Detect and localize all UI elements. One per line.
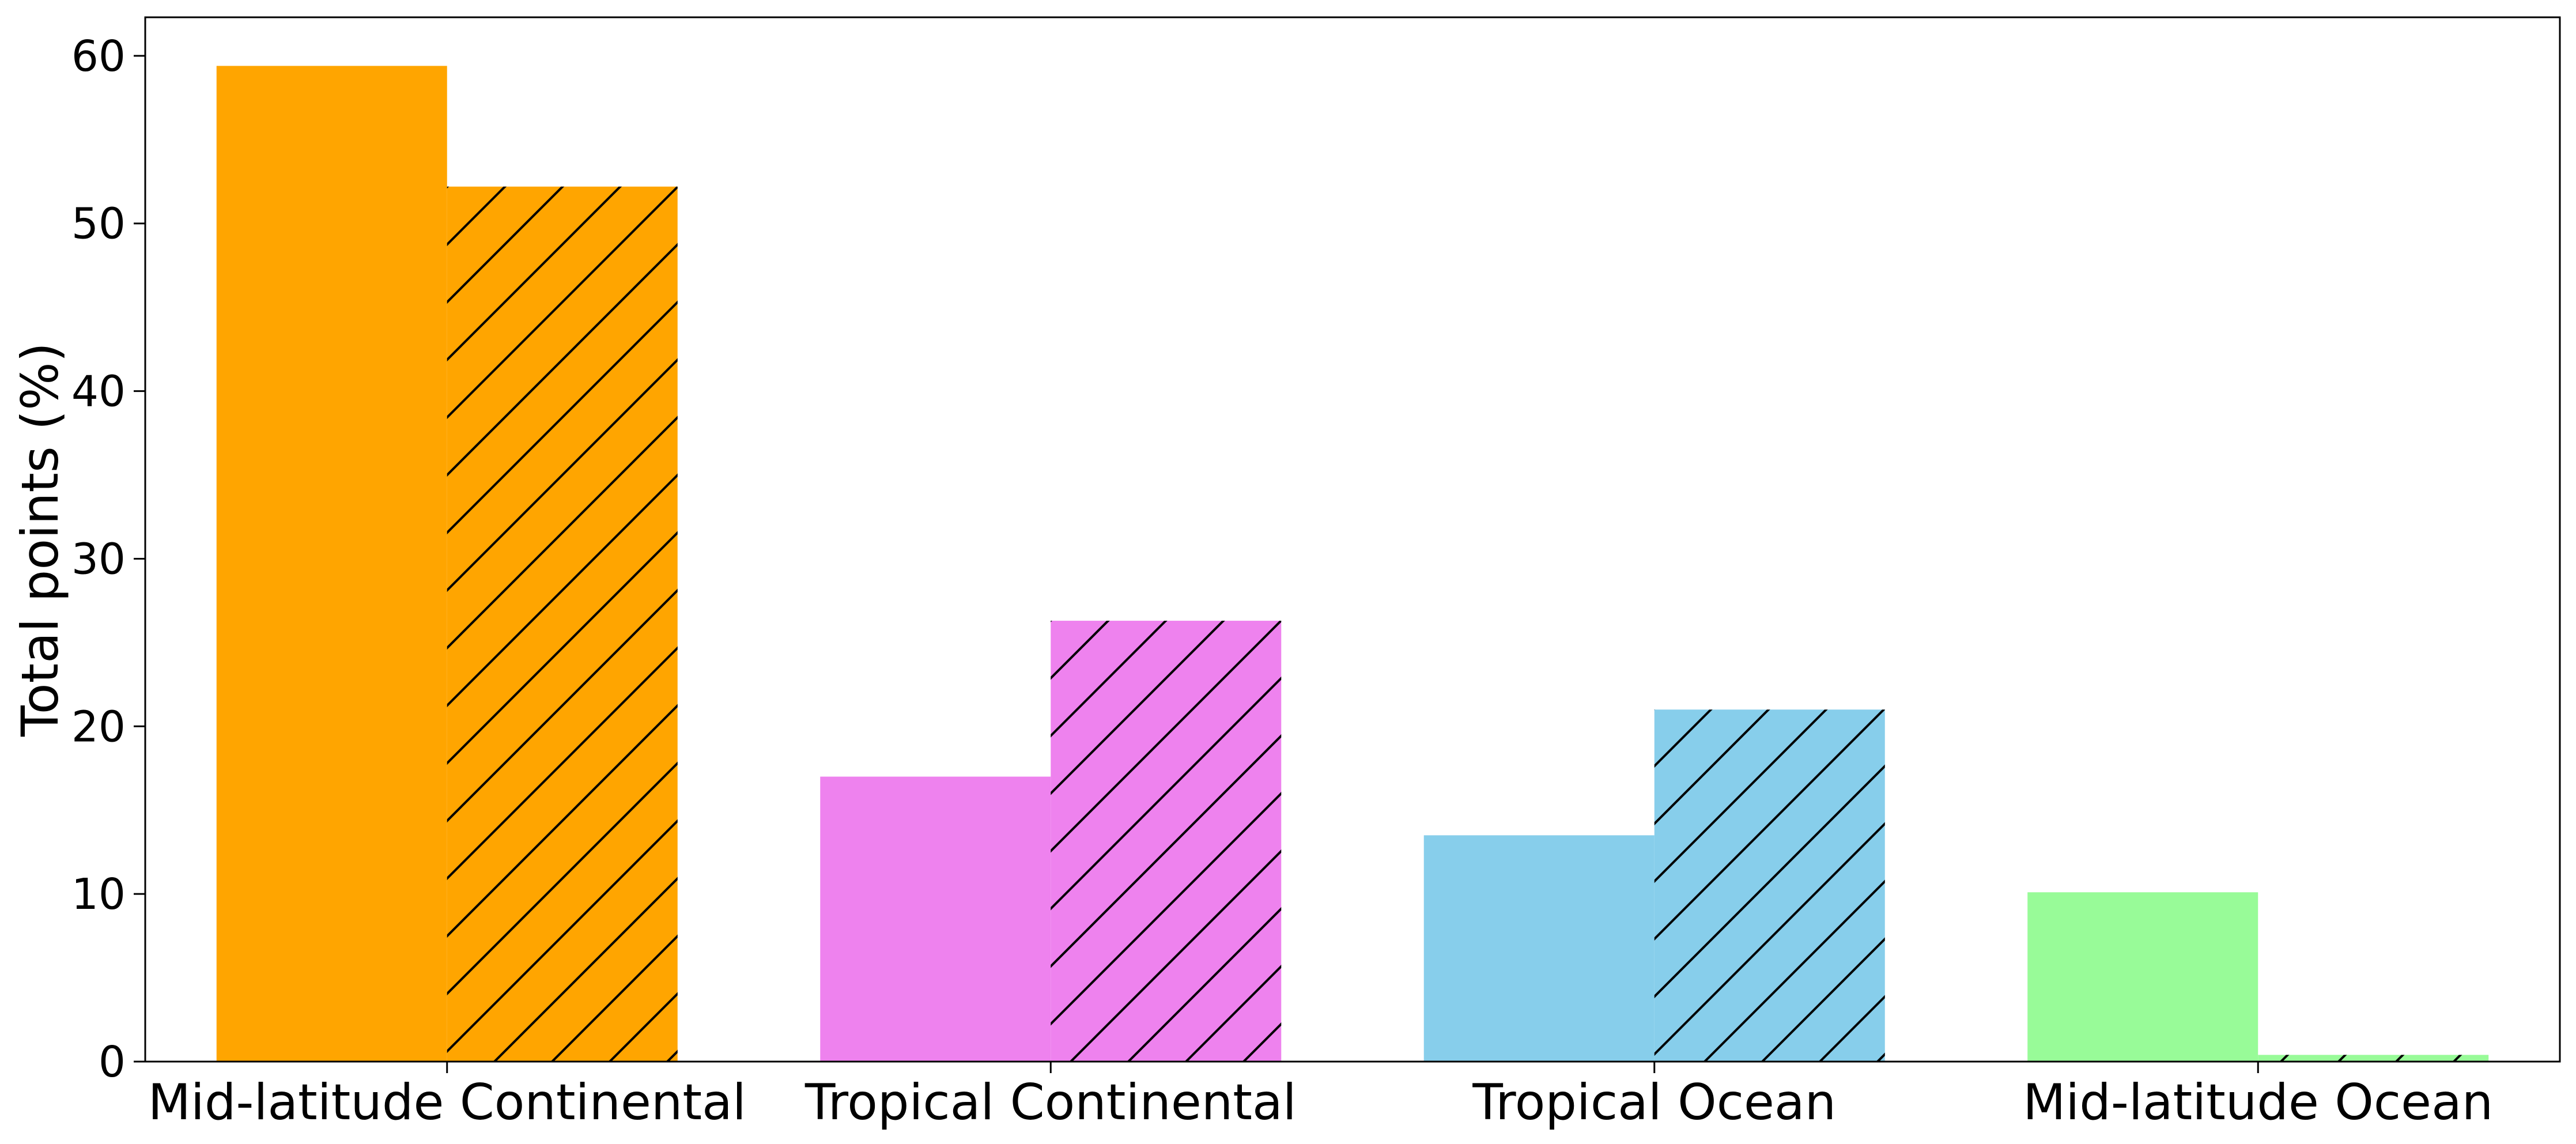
bar-plain-2 (1423, 835, 1655, 1062)
plot-frame (144, 16, 2561, 1063)
bar-plain-1 (820, 776, 1051, 1062)
bar-plain-0 (216, 66, 447, 1062)
y-tick-label: 0 (99, 1037, 126, 1087)
y-tick-label: 30 (71, 534, 126, 584)
y-tick-label: 20 (71, 702, 126, 752)
x-category-label: Tropical Continental (804, 1074, 1297, 1131)
y-axis: 0 10 20 30 40 50 60 (71, 32, 145, 1087)
bars-group (216, 66, 2489, 1062)
bar-hatch-overlay-0 (447, 186, 678, 1062)
bar-hatch-overlay-2 (1654, 709, 1885, 1062)
bar-hatch-overlay-1 (1051, 621, 1282, 1062)
bar-plain-3 (2027, 892, 2258, 1062)
x-category-label: Mid-latitude Continental (148, 1074, 746, 1131)
y-tick-label: 40 (71, 367, 126, 417)
y-tick-label: 50 (71, 199, 126, 249)
y-tick-label: 10 (71, 870, 126, 919)
y-axis-label: Total points (%) (10, 342, 70, 737)
x-category-label: Mid-latitude Ocean (2023, 1074, 2493, 1131)
bar-hatch-overlay-3 (2258, 1055, 2489, 1062)
x-category-label: Tropical Ocean (1472, 1074, 1836, 1131)
y-tick-label: 60 (71, 32, 126, 81)
x-axis: Mid-latitude Continental Tropical Contine… (148, 1062, 2493, 1131)
